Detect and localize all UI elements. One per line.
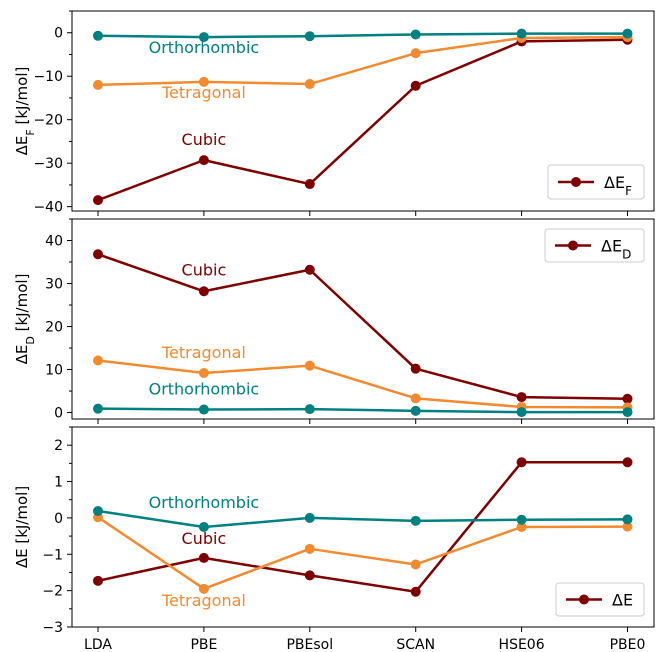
y-tick-label: −40	[33, 200, 63, 216]
series-line-cubic	[98, 254, 628, 399]
panel-1: 0 −10 −20 −30 −40 ΔEF [kJ/mol] Cubic Tetragonal…	[13, 11, 654, 216]
data-point-orthorhombic	[305, 31, 315, 41]
series-annotation-orthorhombic: Orthorhombic	[149, 380, 260, 399]
data-point-orthorhombic	[199, 405, 209, 415]
panel-2: 0 10 20 30 40 ΔED [kJ/mol] Cubic Tetragonal Orth…	[13, 219, 654, 424]
data-point-orthorhombic	[623, 514, 633, 524]
data-point-orthorhombic	[623, 29, 633, 39]
data-point-tetragonal	[199, 368, 209, 378]
series-line-tetragonal	[98, 517, 628, 589]
y-tick-label: 40	[45, 234, 63, 250]
data-point-orthorhombic	[517, 29, 527, 39]
data-point-cubic	[411, 364, 421, 374]
data-point-cubic	[93, 249, 103, 259]
series-line-orthorhombic	[98, 409, 628, 412]
data-point-orthorhombic	[411, 406, 421, 416]
y-tick-label: 2	[54, 438, 63, 454]
series-annotation-tetragonal: Tetragonal	[161, 83, 246, 102]
y-tick-label: 1	[54, 475, 63, 491]
legend-marker	[571, 177, 581, 187]
series-annotation-cubic: Cubic	[182, 529, 227, 548]
series-annotation-orthorhombic: Orthorhombic	[149, 38, 260, 57]
data-point-cubic	[199, 286, 209, 296]
y-tick-label: 0	[54, 406, 63, 422]
data-point-cubic	[93, 195, 103, 205]
x-tick-label: PBE	[190, 637, 217, 652]
data-point-tetragonal	[93, 356, 103, 366]
data-point-tetragonal	[411, 393, 421, 403]
data-point-orthorhombic	[517, 515, 527, 525]
x-tick-label: SCAN	[396, 637, 435, 652]
y-tick-label: −10	[33, 69, 63, 85]
data-point-orthorhombic	[623, 407, 633, 417]
series-annotation-cubic: Cubic	[182, 260, 227, 279]
legend-marker	[579, 595, 589, 605]
data-point-tetragonal	[305, 544, 315, 554]
y-tick-label: −20	[33, 113, 63, 129]
x-tick-label: HSE06	[499, 637, 545, 652]
data-point-orthorhombic	[305, 404, 315, 414]
data-point-cubic	[623, 457, 633, 467]
y-tick-label: −30	[33, 156, 63, 172]
data-point-cubic	[199, 155, 209, 165]
data-point-cubic	[623, 394, 633, 404]
data-point-tetragonal	[93, 80, 103, 90]
data-point-cubic	[411, 81, 421, 91]
data-point-tetragonal	[305, 79, 315, 89]
legend-label: ΔE	[612, 591, 633, 610]
data-point-cubic	[199, 553, 209, 563]
data-point-cubic	[411, 587, 421, 597]
data-point-cubic	[517, 392, 527, 402]
y-tick-label: −3	[42, 620, 63, 636]
data-point-cubic	[517, 457, 527, 467]
data-point-cubic	[305, 265, 315, 275]
legend-marker	[568, 241, 578, 251]
data-point-tetragonal	[305, 361, 315, 371]
series-annotation-tetragonal: Tetragonal	[161, 591, 246, 610]
y-axis-label: ΔE [kJ/mol]	[13, 486, 31, 568]
y-tick-label: 0	[54, 26, 63, 42]
series-annotation-orthorhombic: Orthorhombic	[149, 493, 260, 512]
series-line-orthorhombic	[98, 511, 628, 527]
y-tick-label: 10	[45, 363, 63, 379]
data-point-tetragonal	[411, 48, 421, 58]
x-tick-label: PBE0	[610, 637, 646, 652]
data-point-orthorhombic	[517, 407, 527, 417]
data-point-cubic	[305, 570, 315, 580]
y-tick-label: 0	[54, 511, 63, 527]
y-tick-label: 20	[45, 320, 63, 336]
data-point-orthorhombic	[93, 404, 103, 414]
y-tick-label: −1	[42, 547, 63, 563]
panel-3: 2 1 0 −1 −2 −3 LDA PBE PBEsol SCAN HSE06 PBE0 ΔE [kJ…	[13, 427, 654, 652]
series-annotation-tetragonal: Tetragonal	[161, 343, 246, 362]
y-axis-label: ΔED [kJ/mol]	[13, 274, 37, 365]
data-point-tetragonal	[411, 559, 421, 569]
data-point-cubic	[305, 179, 315, 189]
x-tick-label: PBEsol	[286, 637, 333, 652]
data-point-orthorhombic	[411, 516, 421, 526]
data-point-orthorhombic	[305, 513, 315, 523]
data-point-orthorhombic	[93, 31, 103, 41]
x-tick-label: LDA	[84, 637, 112, 652]
data-point-orthorhombic	[93, 506, 103, 516]
data-point-cubic	[93, 576, 103, 586]
data-point-orthorhombic	[411, 29, 421, 39]
y-tick-label: 30	[45, 277, 63, 293]
series-annotation-cubic: Cubic	[182, 130, 227, 149]
y-tick-label: −2	[42, 584, 63, 600]
